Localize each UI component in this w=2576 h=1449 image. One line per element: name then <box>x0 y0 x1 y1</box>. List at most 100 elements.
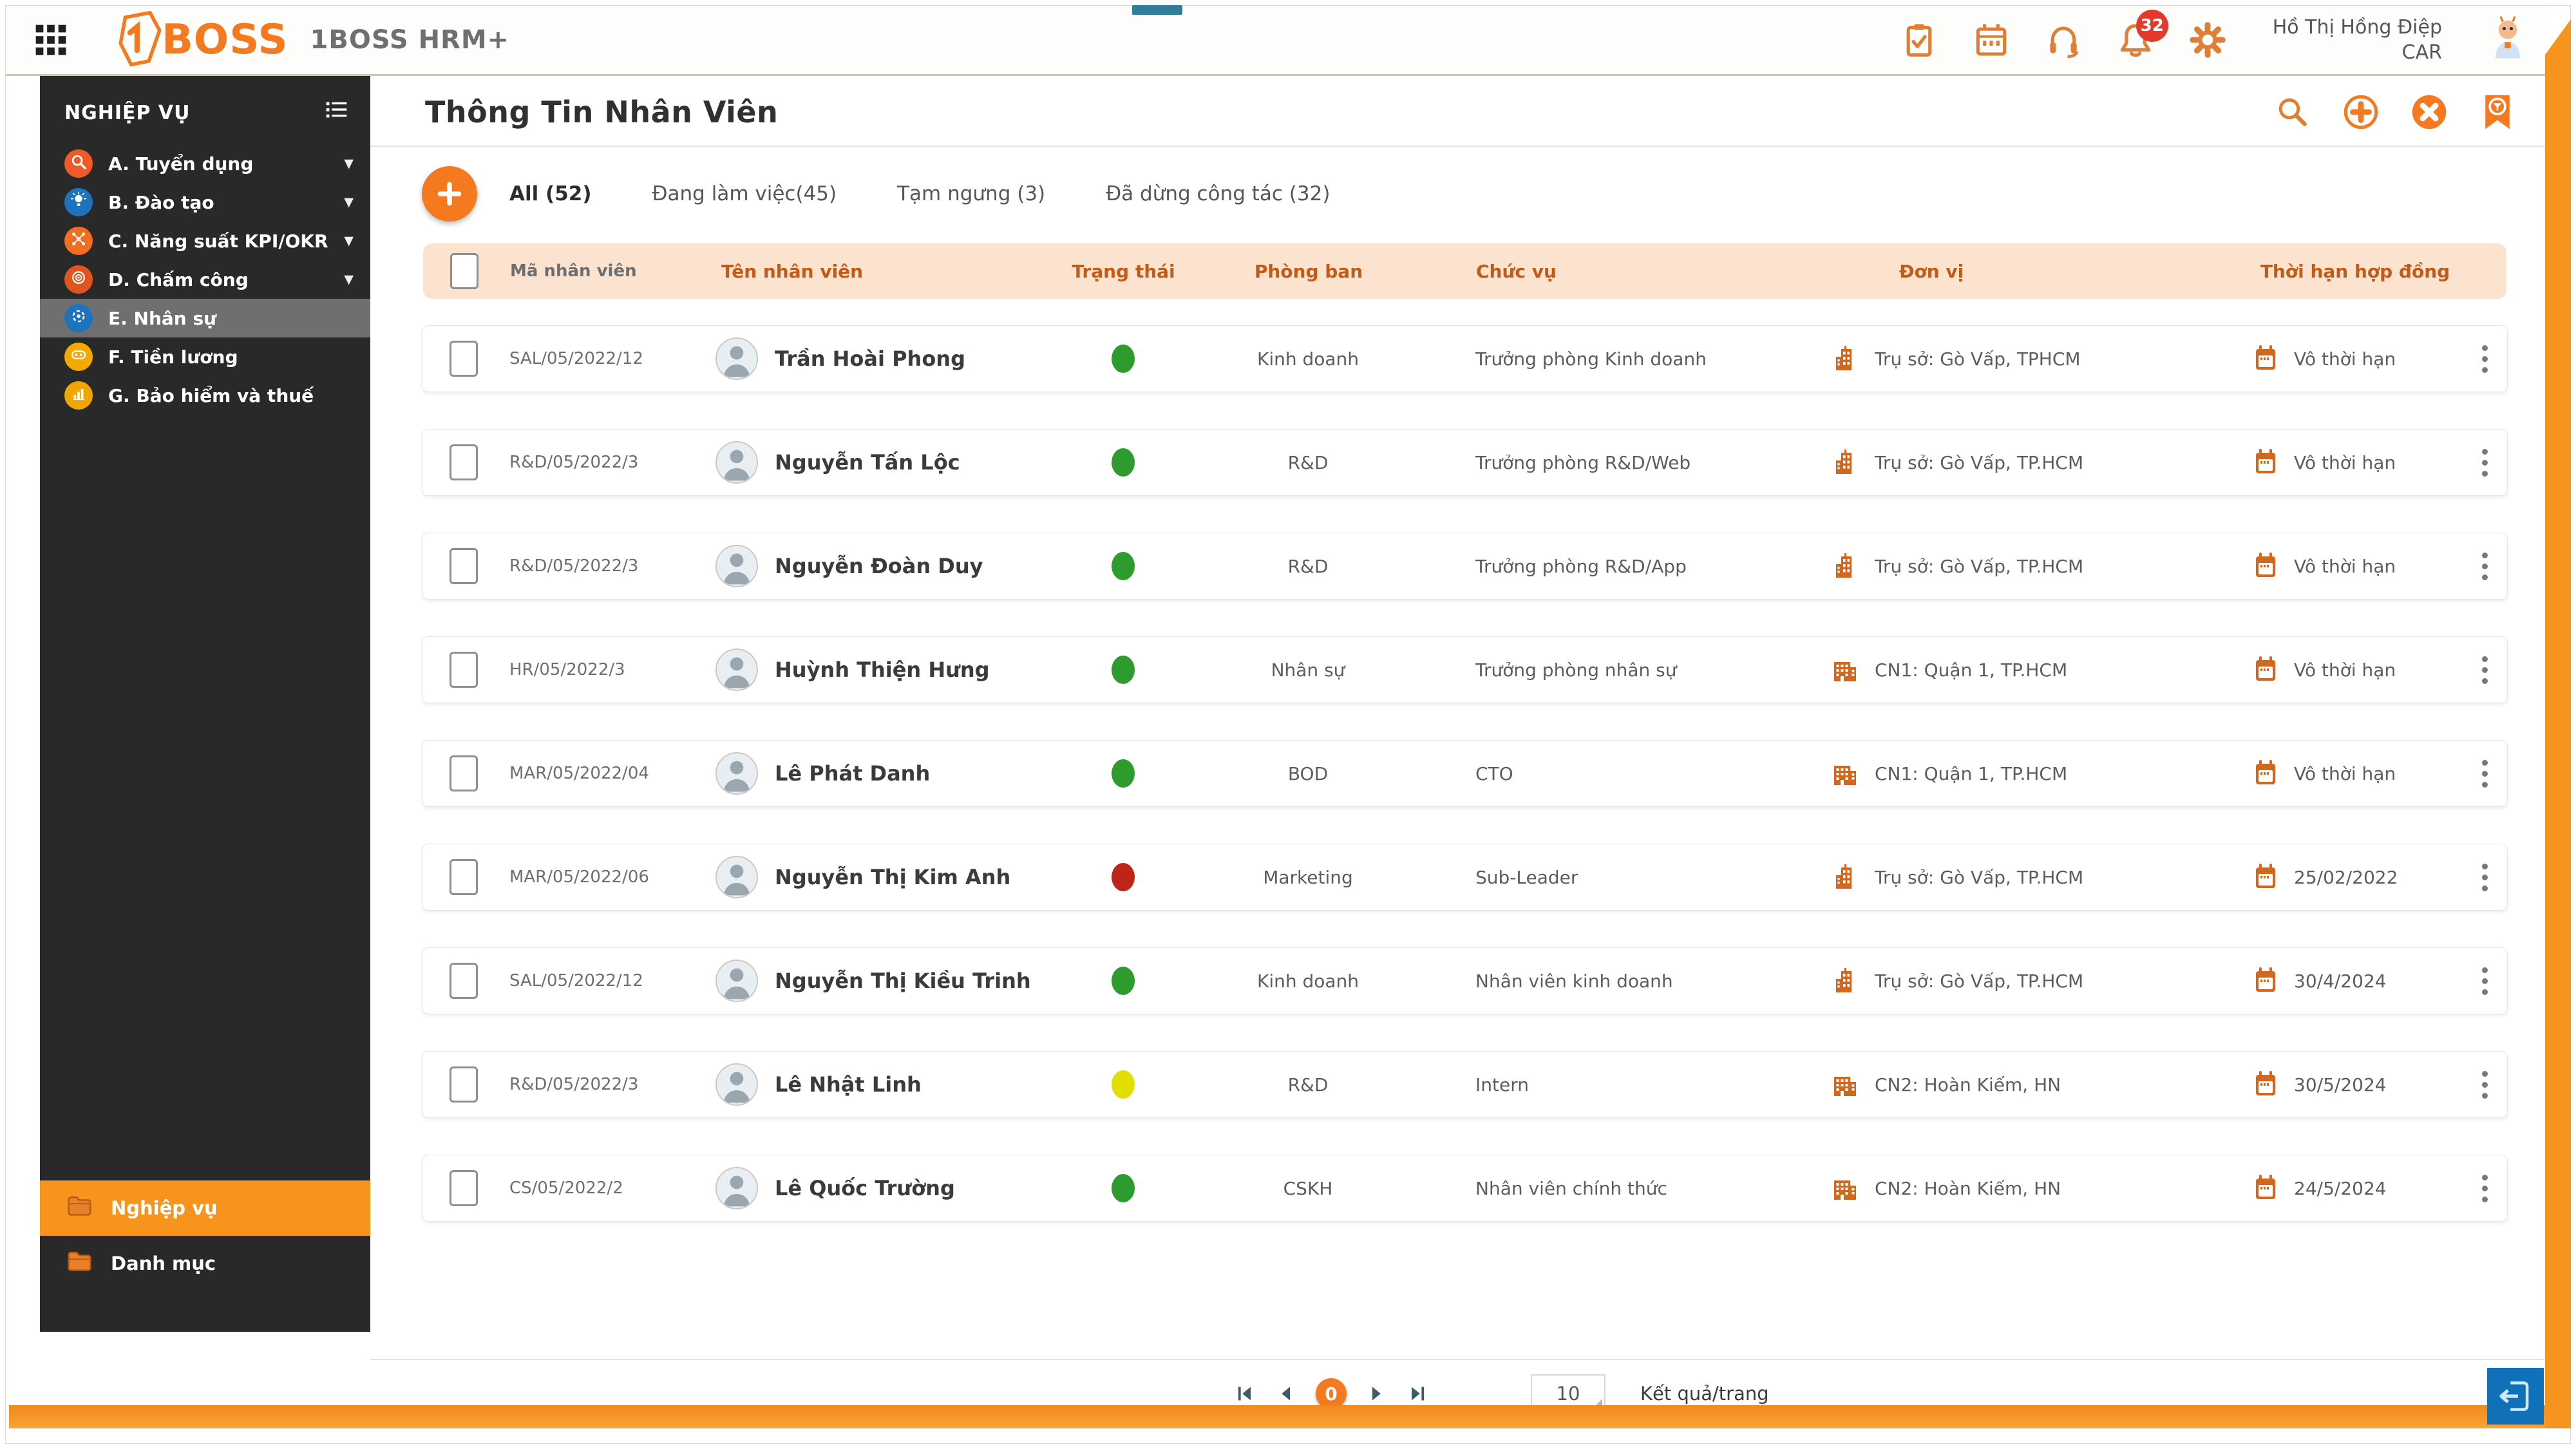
notifications-bell-icon[interactable]: 32 <box>2116 10 2168 60</box>
sidebar-footer-label: Nghiệp vụ <box>111 1197 218 1219</box>
first-page-icon[interactable] <box>1233 1382 1256 1405</box>
unit: CN1: Quận 1, TP.HCM <box>1875 762 2068 784</box>
building-icon <box>1830 758 1861 789</box>
sidebar-item-label: C. Năng suất KPI/OKR <box>108 230 328 252</box>
sidebar-item[interactable]: E. Nhân sự ▼ <box>40 299 370 337</box>
sidebar-item-icon <box>64 149 93 178</box>
user-menu[interactable]: Hồ Thị Hồng Điệp CAR <box>2273 15 2442 65</box>
page-actions <box>2273 93 2517 131</box>
filter-icon[interactable] <box>2478 93 2517 131</box>
sidebar-item-label: E. Nhân sự <box>108 307 217 329</box>
next-page-icon[interactable] <box>1365 1382 1388 1405</box>
row-checkbox[interactable] <box>450 755 478 791</box>
position: Intern <box>1475 1074 1529 1095</box>
row-checkbox[interactable] <box>450 548 478 584</box>
table-row[interactable]: SAL/05/2022/12 Nguyễn Thị Kiều Trinh Kin… <box>422 947 2508 1014</box>
row-checkbox[interactable] <box>450 1066 478 1103</box>
table-row[interactable]: CS/05/2022/2 Lê Quốc Trường CSKH Nhân vi… <box>422 1155 2508 1222</box>
row-kebab-menu[interactable] <box>2477 448 2507 477</box>
select-all-checkbox[interactable] <box>450 253 478 289</box>
sidebar-footer-item[interactable]: Danh mục <box>40 1236 370 1291</box>
row-kebab-menu[interactable] <box>2477 345 2507 373</box>
row-checkbox[interactable] <box>450 1170 478 1206</box>
table-row[interactable]: R&D/05/2022/3 Nguyễn Đoàn Duy R&D Trưởng… <box>422 533 2508 600</box>
tabs-row: All (52) Đang làm việc(45) Tạm ngưng (3) Đã… <box>422 166 2545 222</box>
sidebar-item-label: G. Bảo hiểm và thuế <box>108 384 314 406</box>
unit: CN2: Hoàn Kiếm, HN <box>1875 1177 2061 1199</box>
employee-list: SAL/05/2022/12 Trần Hoài Phong Kinh doan… <box>422 325 2508 1258</box>
employee-name: Nguyễn Đoàn Duy <box>775 554 983 578</box>
row-checkbox[interactable] <box>450 963 478 999</box>
sidebar-footer-item[interactable]: Nghiệp vụ <box>40 1180 370 1236</box>
table-header: Mã nhân viên Tên nhân viên Trạng thái Ph… <box>423 243 2506 299</box>
row-checkbox[interactable] <box>450 652 478 688</box>
row-kebab-menu[interactable] <box>2477 656 2507 684</box>
settings-gear-icon[interactable] <box>2188 20 2228 60</box>
avatar <box>715 545 758 587</box>
status-tab[interactable]: All (52) <box>509 182 592 205</box>
status-dot <box>1111 863 1135 891</box>
table-row[interactable]: HR/05/2022/3 Huỳnh Thiện Hưng Nhân sự Tr… <box>422 636 2508 703</box>
row-kebab-menu[interactable] <box>2477 759 2507 788</box>
row-kebab-menu[interactable] <box>2477 863 2507 891</box>
user-name: Hồ Thị Hồng Điệp <box>2272 16 2442 39</box>
chevron-down-icon[interactable]: ▼ <box>344 272 354 287</box>
sidebar-item[interactable]: G. Bảo hiểm và thuế ▼ <box>40 376 370 415</box>
employee-code: R&D/05/2022/3 <box>509 453 639 472</box>
current-page-button[interactable]: 0 <box>1316 1378 1347 1409</box>
page-header: Thông Tin Nhân Viên <box>370 76 2545 146</box>
department: Kinh doanh <box>1256 348 1359 370</box>
status-tab[interactable]: Tạm ngưng (3) <box>897 182 1045 205</box>
row-checkbox[interactable] <box>450 341 478 377</box>
department: Nhân sự <box>1271 659 1345 681</box>
employee-name: Lê Quốc Trường <box>775 1176 955 1200</box>
previous-page-icon[interactable] <box>1274 1382 1298 1405</box>
sidebar-item[interactable]: A. Tuyển dụng ▼ <box>40 144 370 183</box>
status-tab[interactable]: Đang làm việc(45) <box>652 182 837 205</box>
frame-accent-fold <box>2545 19 2571 55</box>
user-avatar[interactable] <box>2483 15 2532 64</box>
table-row[interactable]: MAR/05/2022/06 Nguyễn Thị Kim Anh Market… <box>422 844 2508 911</box>
row-checkbox[interactable] <box>450 444 478 480</box>
menu-list-icon[interactable] <box>321 95 351 130</box>
sidebar-item[interactable]: C. Năng suất KPI/OKR ▼ <box>40 222 370 260</box>
chevron-down-icon[interactable]: ▼ <box>344 156 354 171</box>
calendar-icon[interactable] <box>1971 20 2011 60</box>
column-header: Mã nhân viên <box>510 261 637 281</box>
status-tab[interactable]: Đã dừng công tác (32) <box>1106 182 1330 205</box>
add-circle-icon[interactable] <box>2342 93 2380 131</box>
add-employee-button[interactable] <box>422 166 477 222</box>
row-kebab-menu[interactable] <box>2477 552 2507 580</box>
search-icon[interactable] <box>2273 93 2312 131</box>
row-kebab-menu[interactable] <box>2477 1174 2507 1202</box>
table-row[interactable]: SAL/05/2022/12 Trần Hoài Phong Kinh doan… <box>422 325 2508 392</box>
sidebar-item[interactable]: B. Đào tạo ▼ <box>40 183 370 222</box>
unit: Trụ sở: Gò Vấp, TP.HCM <box>1875 970 2084 992</box>
chevron-down-icon[interactable]: ▼ <box>344 234 354 248</box>
employee-code: MAR/05/2022/04 <box>509 764 649 783</box>
close-circle-icon[interactable] <box>2410 93 2448 131</box>
table-row[interactable]: R&D/05/2022/3 Lê Nhật Linh R&D Intern CN… <box>422 1051 2508 1118</box>
contract-term: 30/4/2024 <box>2294 970 2387 992</box>
table-row[interactable]: R&D/05/2022/3 Nguyễn Tấn Lộc R&D Trưởng … <box>422 429 2508 496</box>
last-page-icon[interactable] <box>1406 1382 1429 1405</box>
chevron-down-icon[interactable]: ▼ <box>344 195 354 209</box>
app-grid-icon[interactable] <box>33 22 69 58</box>
position: Trưởng phòng R&D/Web <box>1475 451 1691 473</box>
calendar-icon <box>2250 447 2281 478</box>
tasks-icon[interactable] <box>1899 20 1939 60</box>
calendar-icon <box>2250 1173 2281 1204</box>
table-row[interactable]: MAR/05/2022/04 Lê Phát Danh BOD CTO CN1:… <box>422 740 2508 807</box>
employee-name: Huỳnh Thiện Hưng <box>775 658 990 682</box>
page-title: Thông Tin Nhân Viên <box>425 95 779 129</box>
row-checkbox[interactable] <box>450 859 478 895</box>
sidebar-item-icon <box>64 304 93 332</box>
sidebar-item[interactable]: D. Chấm công ▼ <box>40 260 370 299</box>
support-headset-icon[interactable] <box>2043 20 2083 60</box>
position: CTO <box>1475 762 1513 784</box>
sidebar-item[interactable]: F. Tiền lương ▼ <box>40 337 370 376</box>
row-kebab-menu[interactable] <box>2477 967 2507 995</box>
column-header: Trạng thái <box>1072 260 1175 282</box>
logout-button[interactable] <box>2487 1368 2544 1425</box>
row-kebab-menu[interactable] <box>2477 1070 2507 1099</box>
